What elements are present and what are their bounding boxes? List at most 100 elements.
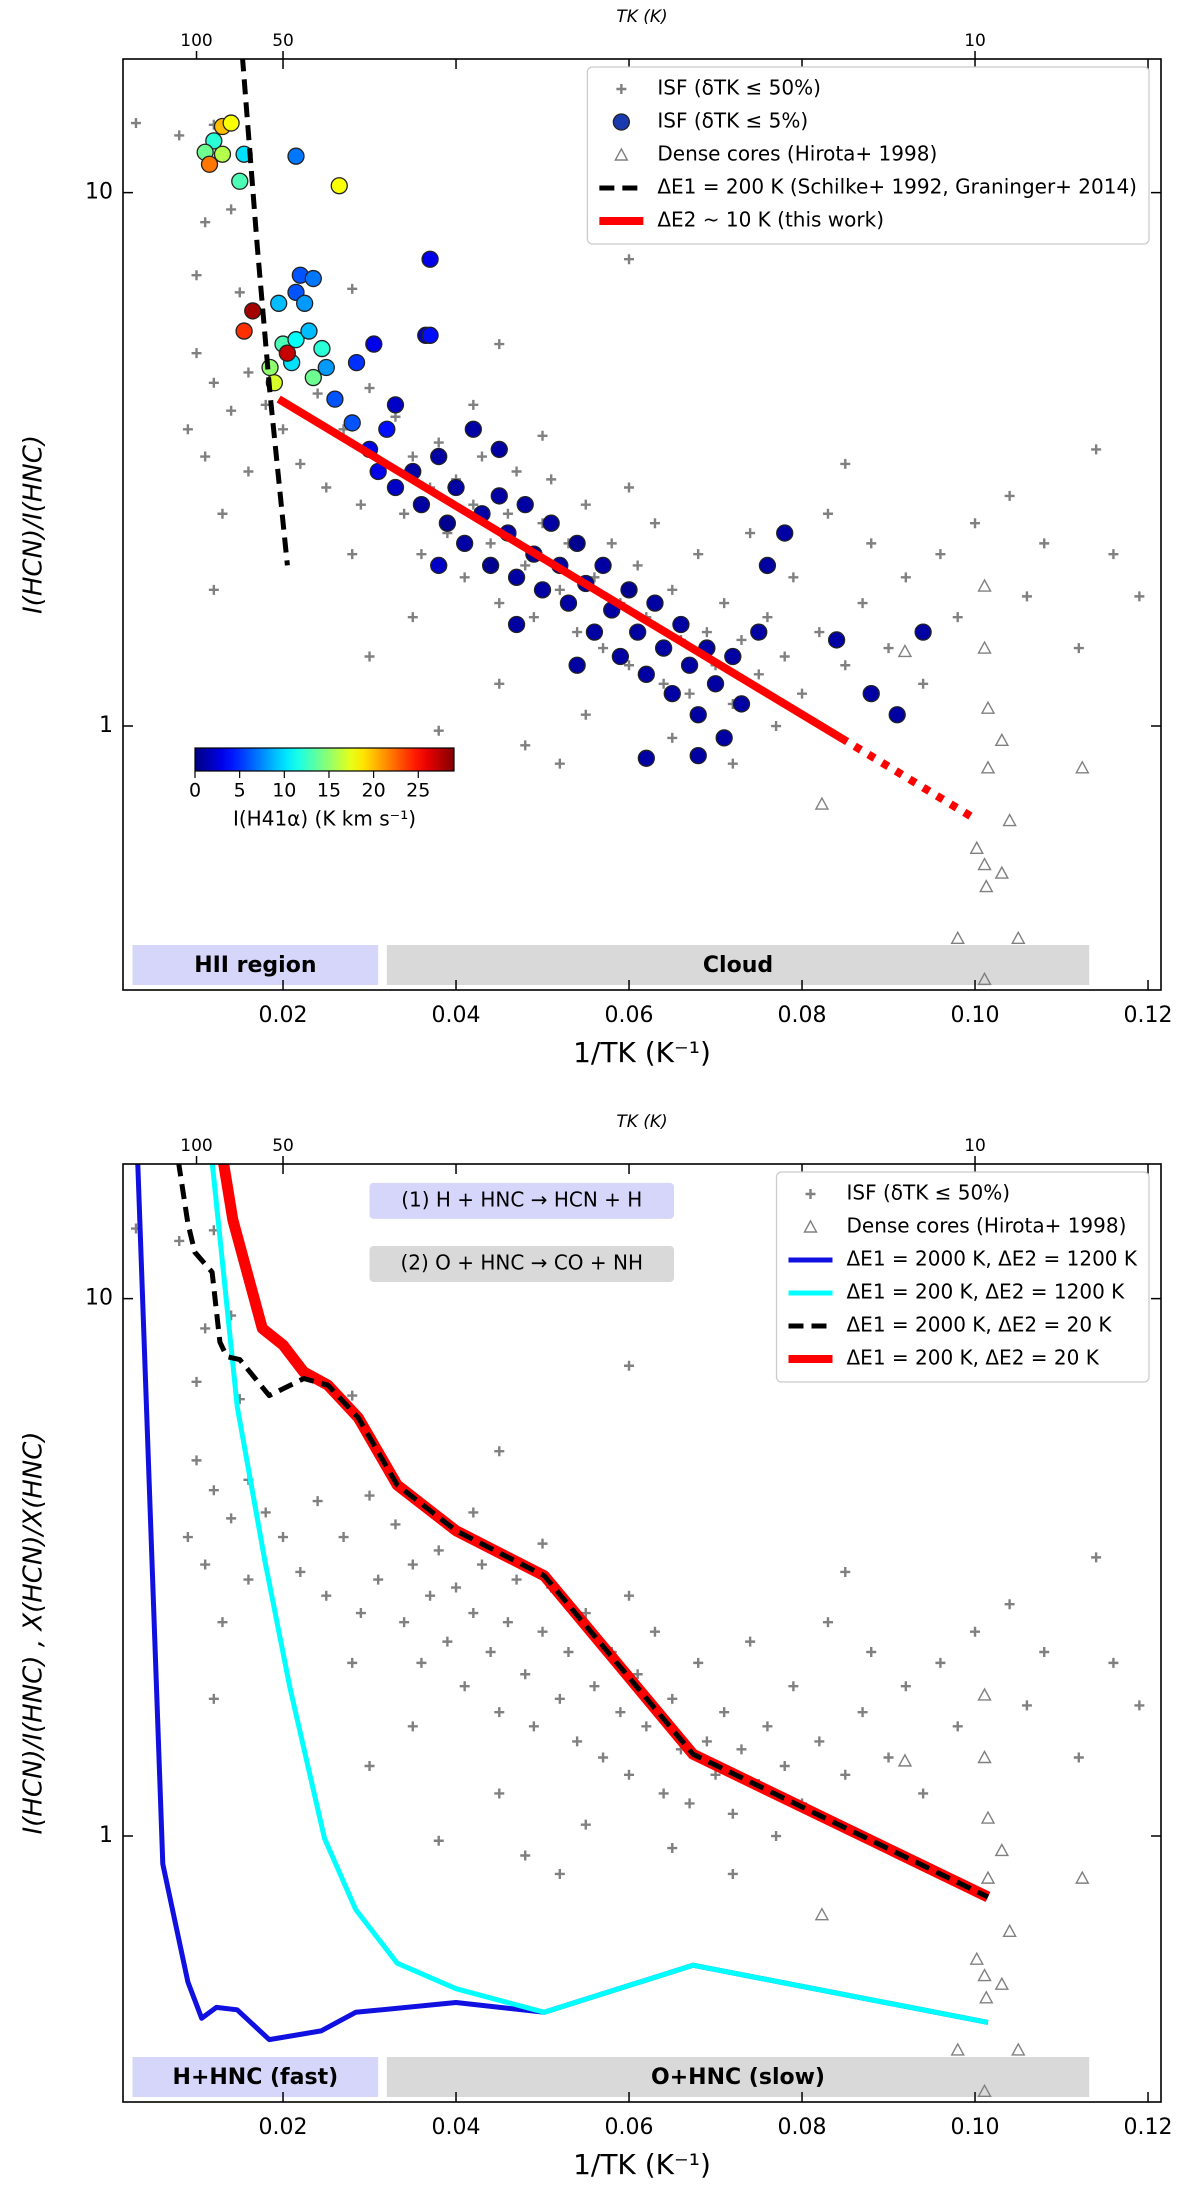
plus-point [433, 437, 444, 448]
triangle-point [994, 1976, 1010, 1990]
circle-point [490, 440, 508, 459]
plus-point [520, 740, 531, 751]
plus-point [502, 508, 513, 519]
line [240, 59, 290, 566]
plus-point [788, 572, 799, 583]
circle-point [724, 647, 742, 666]
plus-point [347, 283, 358, 294]
panel: HII region Cloud 0.02 0.04 0.06 0.08 0.10 0.12 1… [19, 7, 1173, 1069]
plus-point [779, 651, 790, 662]
plus-point [745, 528, 756, 539]
plus-point [1108, 549, 1119, 560]
plus-point [312, 388, 323, 399]
circle-point [629, 623, 647, 641]
plus-point [658, 678, 669, 689]
triangle-point [980, 760, 996, 774]
plus-point [866, 1647, 877, 1658]
plus-point [407, 451, 418, 462]
plus-point [658, 1788, 669, 1799]
plus-point [710, 1769, 721, 1780]
plus-point [243, 1574, 254, 1585]
line-extension [838, 734, 978, 823]
plus-point [840, 660, 851, 671]
plus-point [563, 1647, 574, 1658]
top-tick-label: 50 [272, 31, 294, 51]
plus-point [494, 1446, 505, 1457]
circle-point [447, 478, 465, 497]
plus-point [900, 572, 911, 583]
plus-point [511, 1574, 522, 1585]
top-tick-label: 10 [964, 31, 986, 51]
legend-box [775, 1171, 1150, 1383]
colorbar-tick-label: 5 [234, 780, 246, 802]
plus-point [641, 1721, 652, 1732]
legend-label: ΔE1 = 200 K, ΔE2 = 20 K [847, 1346, 1100, 1370]
plus-point [684, 688, 695, 699]
circle-point [689, 746, 707, 765]
x-axis-label: 1/TK (K⁻¹) [573, 1036, 711, 1069]
region-label: HII region [194, 953, 316, 978]
annotation-box [369, 1182, 675, 1219]
circle-point [516, 496, 534, 514]
plus-point [589, 1681, 600, 1692]
top-axis-label: TK (K) [616, 7, 667, 27]
plus-point [355, 499, 366, 510]
plus-point [528, 612, 539, 623]
circle-point [585, 623, 604, 641]
plus-point [347, 1657, 358, 1668]
plus-point [1091, 1552, 1102, 1563]
plus-point [546, 474, 557, 485]
plus-point [788, 1681, 799, 1692]
plus-point [468, 1608, 479, 1619]
triangle-point [814, 1907, 830, 1921]
plus-point [347, 1390, 358, 1401]
triangle-point [814, 796, 830, 810]
circle-point [304, 269, 322, 288]
plus-point [1004, 490, 1015, 501]
x-tick-label: 0.02 [259, 2115, 308, 2140]
plus-point [347, 549, 358, 560]
plus-point [1021, 591, 1032, 602]
plus-point [840, 458, 851, 469]
plus-point [624, 1590, 635, 1601]
plus-point [494, 339, 505, 350]
plus-point [1039, 538, 1050, 549]
legend-label: ΔE1 = 2000 K, ΔE2 = 20 K [847, 1313, 1113, 1337]
plus-point [554, 1868, 565, 1879]
circle-point [330, 177, 348, 195]
panel: H+HNC (fast) O+HNC (slow) (1) H + HNC → HC… [19, 1112, 1173, 2181]
plus-point [580, 499, 591, 510]
circle-point [481, 556, 500, 575]
plus-point [554, 584, 565, 595]
annotation-text: (2) O + HNC → CO + NH [400, 1250, 643, 1274]
circle-point [456, 534, 474, 553]
plus-point [208, 377, 219, 388]
circle-point [231, 172, 249, 190]
triangle-point [969, 840, 984, 854]
plus-point [528, 1721, 539, 1732]
plus-point [485, 1647, 496, 1658]
triangle-point [977, 1968, 992, 1982]
plus-point [468, 1507, 479, 1518]
plus-point [693, 549, 704, 560]
circle-point [888, 706, 906, 724]
plus-point [598, 1752, 609, 1763]
plus-point [771, 1831, 782, 1842]
plus-point [840, 1566, 851, 1577]
circle-point [568, 534, 586, 553]
x-tick-label: 0.06 [605, 2115, 654, 2140]
plus-point [624, 254, 635, 265]
circle-point [715, 729, 733, 747]
plus-point [537, 1626, 548, 1637]
plus-point [433, 1545, 444, 1556]
circle-point [611, 647, 630, 666]
circle-point [430, 556, 448, 575]
plus-point [667, 1843, 678, 1854]
triangle-point [977, 578, 992, 592]
plus-point [632, 1669, 643, 1680]
colorbar-tick-label: 15 [317, 780, 341, 802]
plus-point [425, 1590, 436, 1601]
plus-point [762, 1721, 773, 1732]
plus-point [407, 1559, 418, 1570]
circle-point [637, 749, 655, 767]
